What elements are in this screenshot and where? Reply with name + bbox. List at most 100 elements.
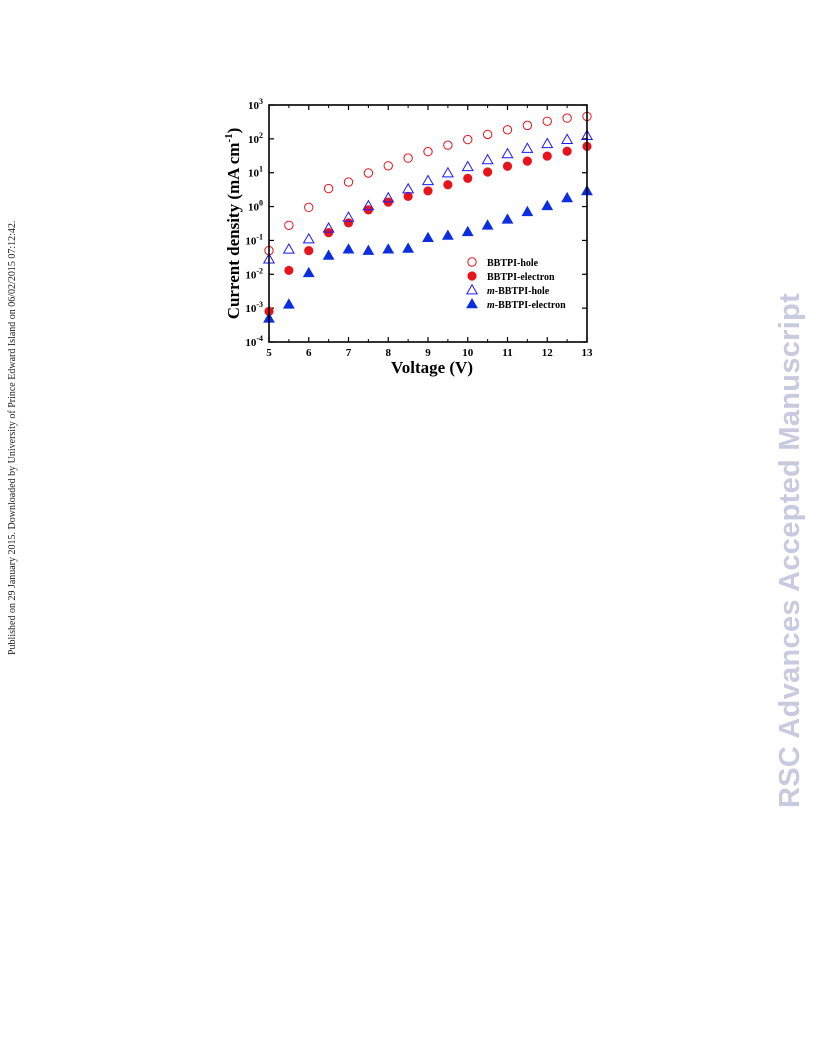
- data-point-m-BBTPI-hole: [421, 174, 435, 186]
- data-point-BBTPI-electron: [304, 246, 314, 256]
- data-point-BBTPI-electron: [284, 265, 294, 276]
- data-point-BBTPI-hole: [482, 129, 493, 140]
- y-tick-base: 10: [245, 303, 257, 315]
- x-tick-label: 5: [266, 347, 272, 359]
- data-point-m-BBTPI-hole: [322, 221, 335, 233]
- data-point-BBTPI-hole: [383, 161, 393, 171]
- y-tick-exponent: -4: [256, 334, 263, 343]
- data-point-m-BBTPI-electron: [561, 191, 574, 203]
- y-tick-base: 10: [248, 168, 260, 180]
- data-point-m-BBTPI-hole: [541, 137, 554, 149]
- data-point-BBTPI-electron: [324, 228, 334, 238]
- data-point-m-BBTPI-hole: [382, 191, 395, 203]
- legend-label-prefix: m: [487, 286, 495, 297]
- legend: BBTPI-holeBBTPI-electronm-BBTPI-holem-BB…: [465, 257, 566, 311]
- data-point-BBTPI-electron: [522, 156, 532, 166]
- data-point-m-BBTPI-electron: [342, 243, 355, 254]
- data-point-m-BBTPI-hole: [521, 142, 534, 153]
- y-tick-exponent: 0: [259, 199, 263, 208]
- data-point-m-BBTPI-electron: [362, 244, 375, 255]
- legend-marker-m-BBTPI-hole: [465, 283, 479, 295]
- data-point-BBTPI-electron: [463, 173, 473, 183]
- data-point-BBTPI-hole: [323, 183, 334, 194]
- y-tick-base: 10: [245, 235, 257, 247]
- data-point-BBTPI-electron: [542, 151, 552, 161]
- data-point-BBTPI-hole: [363, 168, 374, 178]
- data-point-m-BBTPI-electron: [382, 243, 395, 254]
- data-point-m-BBTPI-hole: [302, 232, 315, 244]
- x-tick-label: 9: [425, 347, 431, 359]
- x-tick-label: 11: [502, 347, 512, 359]
- data-point-BBTPI-electron: [423, 186, 433, 196]
- data-point-BBTPI-electron: [403, 191, 413, 201]
- x-tick-label: 7: [346, 347, 352, 359]
- data-point-m-BBTPI-hole: [282, 243, 295, 254]
- data-point-BBTPI-electron: [343, 218, 354, 228]
- x-axis-title: Voltage (V): [391, 358, 473, 377]
- y-tick-exponent: -2: [256, 266, 263, 275]
- legend-label: BBTPI-electron: [487, 272, 555, 283]
- plot-area: 5 6 7 8 9 10 11 12 1310-410-310-210-110010110210…: [223, 97, 593, 377]
- y-tick-exponent: 2: [259, 131, 263, 140]
- plot-frame: [268, 104, 588, 343]
- data-point-m-BBTPI-hole: [342, 211, 355, 222]
- y-tick-base: 10: [248, 202, 260, 214]
- data-point-m-BBTPI-hole: [402, 182, 415, 194]
- legend-label-text: -BBTPI-hole: [495, 286, 550, 297]
- data-point-BBTPI-hole: [562, 113, 572, 123]
- legend-label: m-BBTPI-hole: [487, 286, 550, 297]
- y-tick-exponent: 1: [259, 165, 263, 174]
- data-point-BBTPI-electron: [502, 161, 513, 171]
- data-point-m-BBTPI-electron: [481, 219, 494, 230]
- data-point-m-BBTPI-electron: [422, 231, 434, 243]
- y-axis-title-end: ): [224, 128, 243, 134]
- data-point-BBTPI-hole: [343, 177, 354, 187]
- y-tick-label: 102: [248, 131, 263, 146]
- data-point-BBTPI-hole: [443, 140, 453, 150]
- y-axis-title-superscript: -1: [223, 133, 235, 142]
- data-point-m-BBTPI-electron: [441, 229, 454, 240]
- legend-label-prefix: m: [487, 300, 495, 311]
- data-point-m-BBTPI-electron: [501, 213, 514, 224]
- y-axis-title-main: Current density (mA cm: [224, 143, 243, 320]
- data-point-m-BBTPI-hole: [362, 199, 375, 211]
- x-tick-label: 13: [582, 347, 594, 359]
- y-tick-base: 10: [248, 134, 260, 146]
- x-tick-label: 10: [462, 347, 474, 359]
- y-tick-base: 10: [245, 269, 257, 281]
- y-tick-label: 10-3: [245, 300, 263, 315]
- x-tick-label: 6: [306, 347, 312, 359]
- data-point-BBTPI-hole: [284, 220, 294, 230]
- data-point-m-BBTPI-electron: [461, 225, 474, 237]
- data-point-BBTPI-hole: [542, 116, 552, 127]
- data-point-BBTPI-electron: [483, 167, 493, 177]
- data-point-m-BBTPI-electron: [402, 242, 415, 253]
- data-point-BBTPI-hole: [522, 120, 533, 131]
- data-point-BBTPI-hole: [502, 125, 513, 135]
- data-point-BBTPI-electron: [562, 146, 572, 156]
- legend-label: m-BBTPI-electron: [487, 300, 566, 311]
- y-tick-base: 10: [248, 100, 260, 112]
- y-tick-exponent: 3: [259, 97, 263, 106]
- y-tick-label: 100: [248, 199, 263, 214]
- legend-marker-m-BBTPI-electron: [466, 297, 478, 309]
- data-point-m-BBTPI-hole: [441, 166, 454, 178]
- x-tick-label: 12: [542, 347, 554, 359]
- data-point-BBTPI-electron: [443, 180, 453, 190]
- legend-marker-BBTPI-electron: [467, 271, 477, 281]
- y-tick-exponent: -3: [256, 300, 263, 309]
- legend-label-text: -BBTPI-electron: [495, 300, 566, 311]
- legend-marker-BBTPI-hole: [467, 257, 477, 267]
- data-point-m-BBTPI-hole: [561, 133, 574, 145]
- data-point-BBTPI-hole: [304, 202, 314, 213]
- data-point-m-BBTPI-electron: [521, 205, 534, 217]
- data-point-m-BBTPI-electron: [282, 298, 295, 309]
- data-marks: [262, 111, 594, 323]
- y-tick-label: 10-4: [245, 334, 263, 349]
- y-tick-label: 101: [248, 165, 263, 180]
- x-tick-label: 8: [386, 347, 392, 359]
- data-point-BBTPI-hole: [423, 146, 433, 157]
- data-point-m-BBTPI-electron: [541, 199, 554, 211]
- legend-label: BBTPI-hole: [487, 258, 539, 269]
